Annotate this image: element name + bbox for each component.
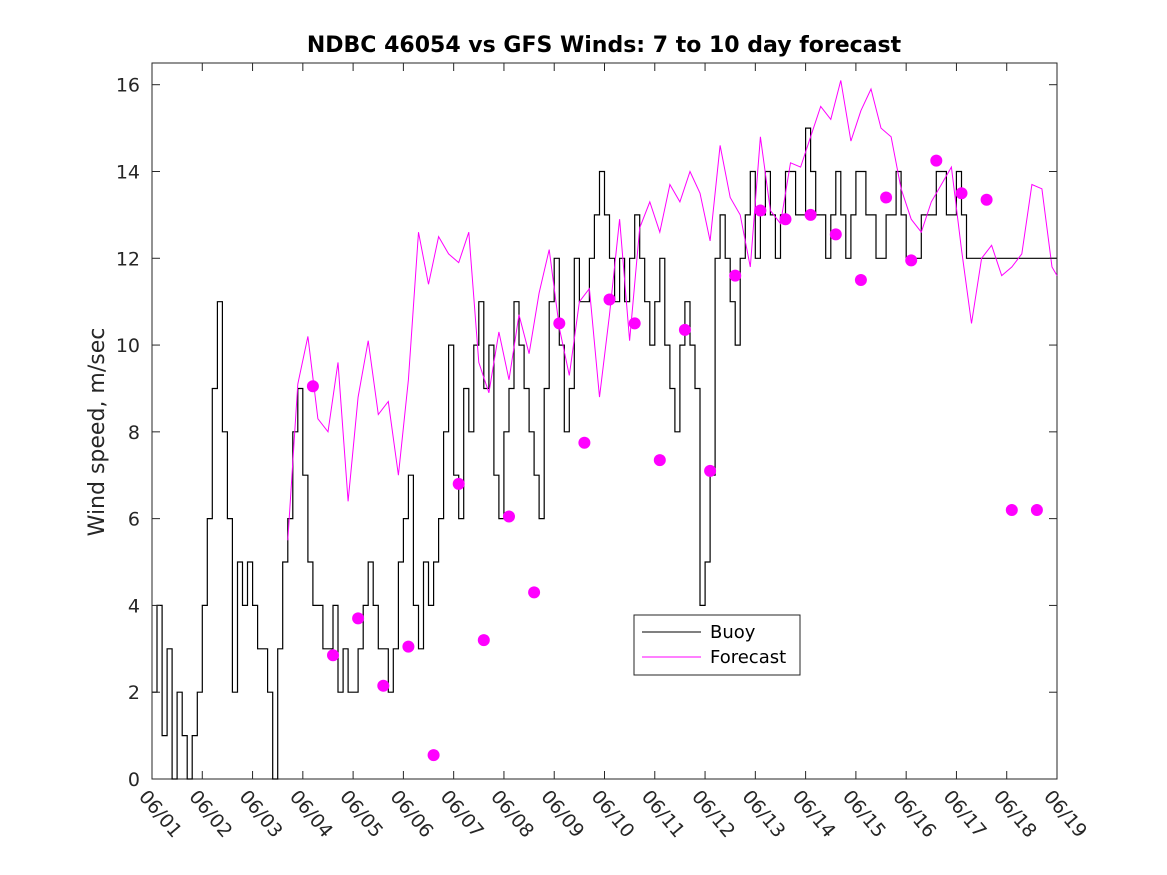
y-tick-label: 4 bbox=[128, 595, 140, 617]
plot-frame bbox=[151, 62, 1058, 780]
y-tick-label: 2 bbox=[128, 682, 140, 704]
y-tick-label: 0 bbox=[128, 769, 140, 791]
forecast-point bbox=[327, 649, 339, 662]
buoy-series-line bbox=[152, 127, 1057, 780]
forecast-point bbox=[955, 187, 968, 200]
y-tick-label: 14 bbox=[116, 161, 140, 183]
forecast-point bbox=[1005, 504, 1018, 516]
y-axis-label: Wind speed, m/sec bbox=[85, 328, 110, 537]
forecast-point bbox=[628, 317, 641, 330]
forecast-point bbox=[854, 274, 867, 286]
forecast-point bbox=[402, 640, 415, 653]
forecast-point bbox=[880, 191, 893, 204]
chart-title: NDBC 46054 vs GFS Winds: 7 to 10 day for… bbox=[307, 33, 902, 58]
forecast-point bbox=[377, 679, 390, 692]
legend: Buoy Forecast bbox=[633, 614, 801, 676]
legend-box bbox=[633, 614, 801, 676]
y-tick-label: 12 bbox=[116, 248, 140, 270]
forecast-point bbox=[729, 269, 742, 282]
forecast-point bbox=[503, 510, 515, 523]
y-tick-label: 6 bbox=[128, 509, 140, 531]
y-tick-label: 16 bbox=[116, 75, 140, 97]
forecast-point bbox=[754, 204, 767, 217]
forecast-point bbox=[477, 634, 490, 647]
forecast-point bbox=[1030, 504, 1043, 516]
forecast-point bbox=[528, 586, 541, 599]
forecast-point bbox=[553, 317, 566, 330]
forecast-point bbox=[653, 454, 666, 467]
forecast-point bbox=[306, 380, 319, 393]
legend-forecast-label: Forecast bbox=[710, 647, 786, 668]
forecast-point bbox=[578, 436, 591, 449]
forecast-point bbox=[905, 254, 918, 267]
forecast-point bbox=[930, 154, 943, 167]
forecast-point bbox=[452, 477, 465, 490]
plot-area: 024681012141606/0106/0206/0306/0406/0506… bbox=[116, 62, 1091, 842]
forecast-point bbox=[678, 323, 691, 336]
y-tick-label: 10 bbox=[116, 335, 140, 357]
forecast-point bbox=[427, 749, 440, 762]
forecast-point bbox=[704, 464, 717, 477]
forecast-point bbox=[779, 213, 792, 226]
forecast-series-line-1 bbox=[287, 80, 1058, 541]
forecast-point bbox=[352, 612, 365, 625]
forecast-point bbox=[829, 228, 842, 241]
forecast-point bbox=[603, 293, 616, 306]
y-tick-label: 8 bbox=[128, 422, 140, 444]
forecast-point bbox=[804, 208, 817, 221]
forecast-point bbox=[980, 193, 993, 206]
legend-buoy-label: Buoy bbox=[710, 622, 756, 643]
